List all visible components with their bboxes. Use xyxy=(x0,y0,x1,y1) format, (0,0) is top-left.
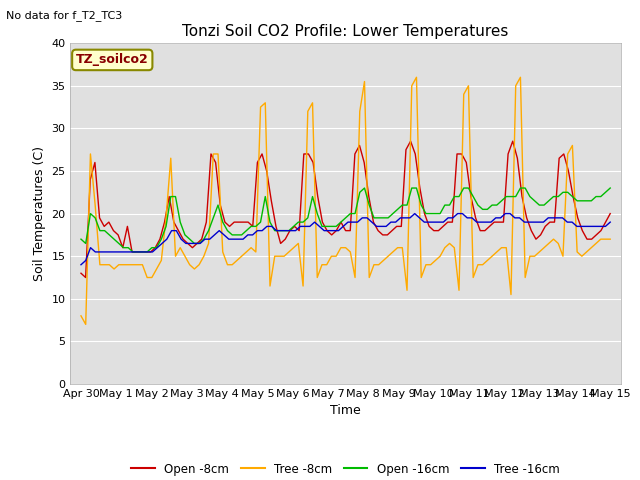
Legend: Open -8cm, Tree -8cm, Open -16cm, Tree -16cm: Open -8cm, Tree -8cm, Open -16cm, Tree -… xyxy=(127,458,564,480)
Text: No data for f_T2_TC3: No data for f_T2_TC3 xyxy=(6,10,123,21)
Text: TZ_soilco2: TZ_soilco2 xyxy=(76,53,148,66)
Title: Tonzi Soil CO2 Profile: Lower Temperatures: Tonzi Soil CO2 Profile: Lower Temperatur… xyxy=(182,24,509,39)
X-axis label: Time: Time xyxy=(330,405,361,418)
Y-axis label: Soil Temperatures (C): Soil Temperatures (C) xyxy=(33,146,46,281)
